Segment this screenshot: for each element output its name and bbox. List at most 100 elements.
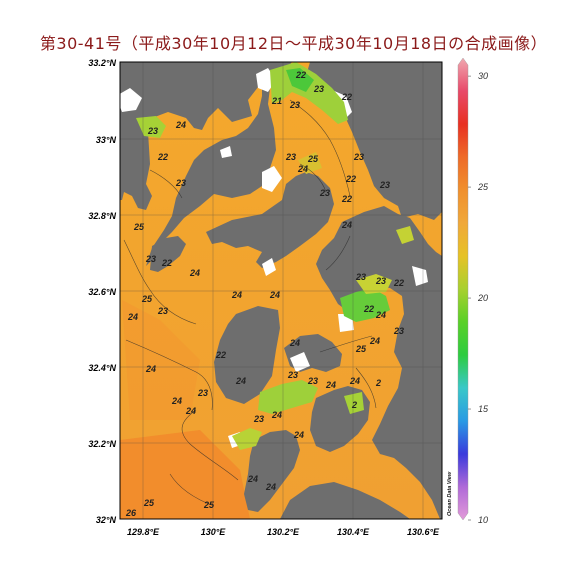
colorbar-ticks: 30 25 20 15 10 (468, 71, 489, 525)
isotherm-label: 24 (293, 430, 304, 440)
isotherm-label: 23 (379, 180, 390, 190)
isotherm-label: 23 (197, 388, 208, 398)
no-data-patch (412, 266, 428, 286)
colorbar-tick-label: 20 (477, 293, 488, 303)
isotherm-label: 23 (355, 272, 366, 282)
colorbar-tick-label: 25 (477, 182, 489, 192)
land-center-bay-left (150, 236, 186, 272)
lat-tick-label: 32.2°N (88, 439, 116, 449)
lon-tick-label: 130°E (201, 527, 227, 537)
isotherm-line (181, 409, 239, 481)
isotherm-label: 22 (157, 152, 168, 162)
lon-tick-label: 130.6°E (407, 527, 440, 537)
no-data-patch (220, 146, 232, 158)
graticule (120, 62, 442, 519)
lon-tick-label: 129.8°E (127, 527, 160, 537)
isotherm-label: 23 (285, 152, 296, 162)
warm-patch (120, 430, 250, 519)
isotherm-line (299, 163, 327, 193)
land-center-peninsula (206, 172, 334, 268)
isotherm-label: 25 (307, 154, 319, 164)
isotherm-label: 26 (125, 508, 137, 518)
lon-tick-label: 130.4°E (337, 527, 370, 537)
lat-tick-label: 32.6°N (88, 287, 116, 297)
isotherm-label: 22 (341, 194, 352, 204)
isotherm-label: 24 (171, 396, 182, 406)
isotherm-label: 24 (325, 380, 336, 390)
isotherm-label: 23 (289, 100, 300, 110)
cool-patch (340, 288, 390, 322)
warm-patch (122, 300, 200, 420)
cool-patch (258, 380, 318, 414)
isotherm-label: 23 (287, 370, 298, 380)
land-small-right (404, 288, 426, 318)
map-title: 第30-41号（平成30年10月12日～平成30年10月18日の合成画像） (39, 34, 548, 53)
isotherm-label: 25 (133, 222, 145, 232)
isotherm-label: 24 (269, 290, 280, 300)
isotherm-label: 24 (247, 474, 258, 484)
isotherm-label: 24 (145, 364, 156, 374)
land-south-bottom (280, 482, 410, 519)
isotherm-line (325, 235, 351, 271)
isotherm-line (169, 473, 215, 507)
cool-patch (344, 392, 364, 414)
land-top-left (120, 62, 262, 210)
isotherm-label: 2 (351, 400, 357, 410)
isotherm-label: 2 (375, 378, 381, 388)
cool-coastal-water (136, 62, 414, 450)
isotherm-label: 24 (175, 120, 186, 130)
land-south-center (244, 430, 300, 512)
cool-patch (396, 226, 414, 244)
colorbar-tick-label: 15 (478, 404, 489, 414)
no-data-patch (262, 258, 276, 276)
isotherm-label: 23 (307, 376, 318, 386)
isotherm-label: 22 (295, 70, 306, 80)
lat-tick-label: 32.4°N (88, 363, 116, 373)
land-areas (120, 62, 442, 519)
isotherm-line (125, 339, 213, 411)
isotherm-label: 22 (341, 92, 352, 102)
isotherm-label: 23 (313, 84, 324, 94)
ocean-data-view-credit: Ocean Data View (447, 471, 453, 516)
isotherm-label: 24 (265, 482, 276, 492)
isotherm-label: 23 (175, 178, 186, 188)
isotherm-label: 22 (215, 350, 226, 360)
colorbar-tick-label: 30 (478, 71, 488, 81)
isotherm-label: 21 (271, 96, 282, 106)
colorbar-tick-label: 10 (478, 515, 488, 525)
isotherm-label: 23 (375, 276, 386, 286)
isotherm-label: 24 (289, 338, 300, 348)
lat-tick-label: 32°N (96, 515, 117, 525)
lat-tick-label: 33°N (96, 135, 117, 145)
cool-patch (136, 116, 166, 138)
isotherm-label: 24 (235, 376, 246, 386)
land-center-south (214, 306, 280, 404)
cool-patch (286, 68, 314, 92)
land-east-middle (316, 206, 442, 519)
isotherm-line (289, 99, 351, 197)
isotherm-label: 25 (203, 500, 215, 510)
isotherm-line (123, 239, 197, 325)
latitude-axis: 33.2°N 33°N 32.8°N 32.6°N 32.4°N 32.2°N … (88, 58, 116, 525)
no-data-patch (262, 166, 282, 192)
isotherm-label: 23 (393, 326, 404, 336)
isotherm-contours (123, 99, 377, 507)
cool-patch (232, 428, 262, 450)
colorbar: 30 25 20 15 10 (457, 57, 489, 525)
lat-tick-label: 33.2°N (88, 58, 116, 68)
isotherm-label: 25 (141, 294, 153, 304)
isotherm-label: 23 (147, 126, 158, 136)
isotherm-label: 23 (319, 188, 330, 198)
isotherm-label: 23 (253, 414, 264, 424)
lat-tick-label: 32.8°N (88, 211, 116, 221)
isotherm-label: 24 (375, 310, 386, 320)
isotherm-label: 22 (161, 258, 172, 268)
isotherm-label: 24 (271, 410, 282, 420)
lon-tick-label: 130.2°E (267, 527, 300, 537)
isotherm-label: 24 (369, 336, 380, 346)
isotherm-label: 24 (127, 312, 138, 322)
isotherm-label: 24 (297, 164, 308, 174)
isotherm-label: 24 (185, 406, 196, 416)
isotherm-line (149, 169, 183, 199)
